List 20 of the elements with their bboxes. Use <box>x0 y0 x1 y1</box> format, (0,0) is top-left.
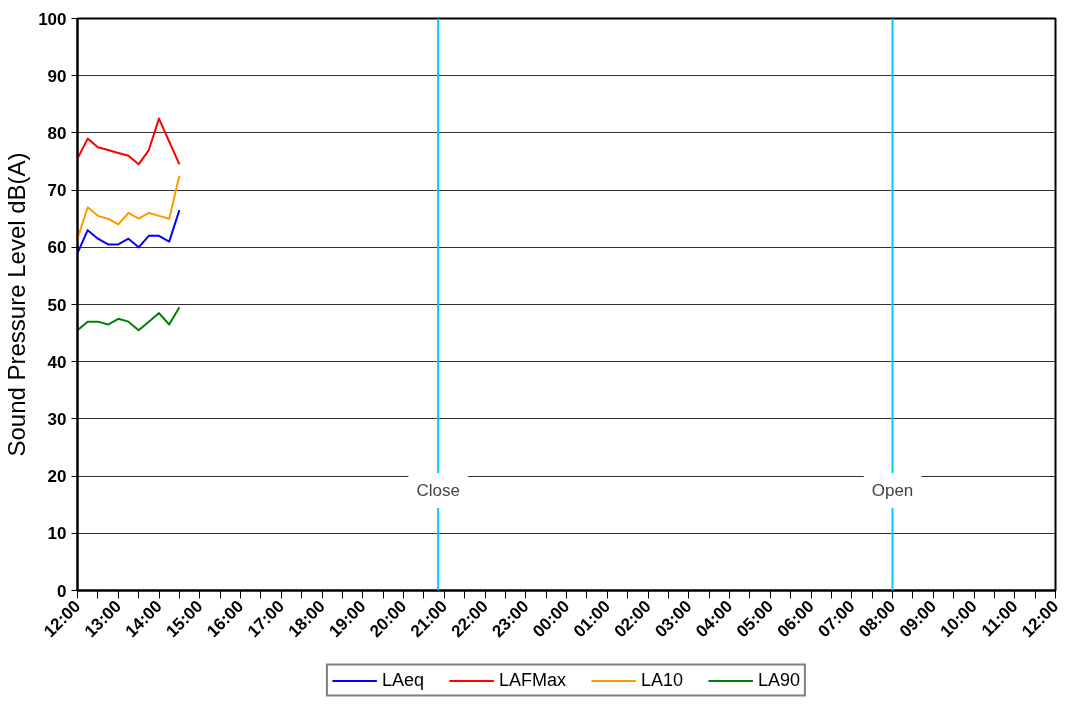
legend-label: LAFMax <box>498 669 566 691</box>
ref-line-label: Open <box>871 480 914 500</box>
y-tick-label: 80 <box>47 123 67 143</box>
line-series <box>77 117 181 166</box>
y-tick-label: 60 <box>47 238 67 258</box>
legend-label: LA10 <box>640 669 684 691</box>
ref-line-label: Close <box>416 480 460 500</box>
y-tick-label: 40 <box>47 352 67 372</box>
y-tick-label: 10 <box>47 524 67 544</box>
legend-label: LAeq <box>381 669 424 691</box>
y-tick-label: 30 <box>47 409 67 429</box>
y-tick-label: 70 <box>47 181 67 201</box>
line-series <box>77 306 181 332</box>
y-tick-label: 50 <box>47 295 67 315</box>
y-tick-label: 100 <box>38 9 67 29</box>
y-tick-label: 90 <box>47 66 67 86</box>
legend-label: LA90 <box>758 669 801 691</box>
y-axis-title: Sound Pressure Level dB(A) <box>3 152 31 457</box>
y-tick-label: 0 <box>57 581 67 601</box>
y-tick-label: 20 <box>47 467 67 487</box>
